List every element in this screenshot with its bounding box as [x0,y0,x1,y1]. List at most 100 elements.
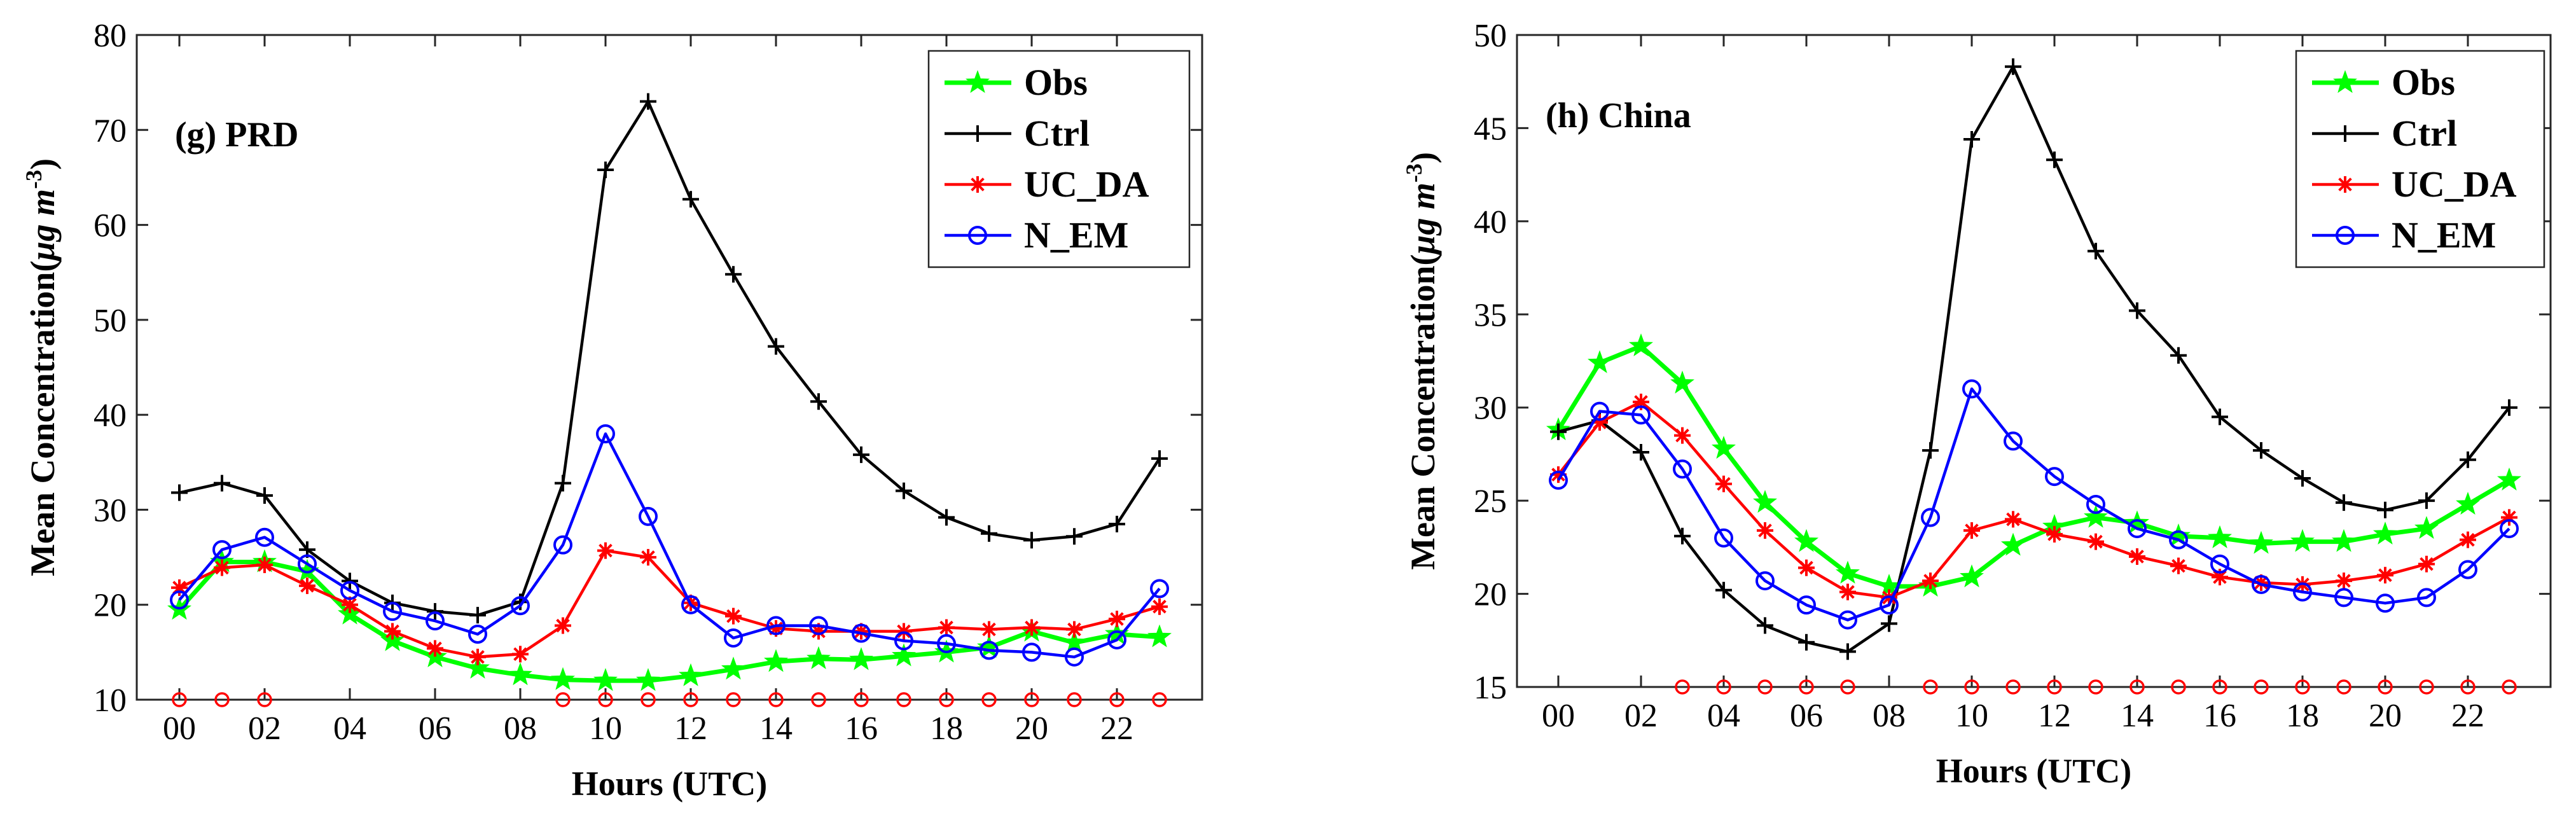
data-point-n-em [1590,401,1609,421]
data-point-obs [551,667,575,690]
data-point-uc-da [1839,583,1856,600]
x-tick-label: 14 [759,711,793,747]
data-point-n-em [639,506,658,526]
y-tick-label: 30 [1474,391,1507,427]
data-point-uc-da [1109,611,1125,628]
data-point-n-em [2128,519,2147,539]
y-tick-label: 50 [93,303,127,339]
y-tick-label: 45 [1474,111,1507,147]
data-point-n-em [1797,595,1816,615]
significance-marker [811,692,826,707]
x-tick-label: 00 [1542,698,1575,734]
legend-marker-n-em [968,226,987,245]
data-point-ctrl [2005,58,2021,75]
data-point-n-em [255,527,274,547]
data-point-uc-da [1922,572,1939,590]
legend: Obs Ctrl UC_DA N_EM [927,50,1191,268]
x-tick-label: 10 [1955,698,1988,734]
data-point-uc-da [725,607,742,625]
data-point-uc-da [597,542,614,559]
significance-marker [2254,679,2269,695]
legend-marker-obs [2333,70,2357,94]
data-point-uc-da [2460,531,2476,548]
data-point-obs [977,634,1001,658]
data-point-obs [1960,564,1984,588]
data-point-uc-da [256,557,273,574]
data-point-uc-da [1591,414,1608,431]
data-point-n-em [2169,530,2188,550]
data-point-ctrl [853,446,869,463]
legend-label-n-em: N_EM [1024,214,1128,256]
significance-marker [1964,679,1979,695]
legend: Obs Ctrl UC_DA N_EM [2295,50,2545,268]
data-point-uc-da [1798,559,1815,576]
x-tick-label: 12 [2038,698,2071,734]
significance-marker [896,692,911,707]
x-tick-label: 20 [1015,711,1048,747]
data-point-n-em [852,623,871,643]
y-tick-label: 80 [93,18,127,54]
data-point-uc-da [1633,393,1649,410]
x-tick-label: 16 [845,711,878,747]
data-point-obs [2001,532,2025,556]
y-tick-label: 35 [1474,297,1507,333]
significance-marker [2419,679,2434,695]
data-point-obs [636,668,660,691]
data-point-uc-da [2336,572,2352,590]
significance-marker [1109,692,1125,707]
significance-marker [2088,679,2103,695]
data-point-ctrl [1798,634,1815,651]
data-point-ctrl [1881,615,1897,632]
data-point-uc-da [768,620,784,637]
data-point-n-em [766,616,786,635]
series-line-n-em [1557,387,2510,621]
significance-marker [2129,679,2145,695]
data-point-n-em [1631,405,1651,425]
significance-marker [726,692,741,707]
series-line-obs [1556,343,2510,589]
data-point-n-em [1962,379,1981,399]
data-point-uc-da [1963,522,1980,539]
data-point-uc-da [2212,569,2228,586]
panel-label: (h) China [1546,96,1691,135]
data-point-n-em [894,631,913,651]
data-point-n-em [1838,610,1857,630]
data-point-ctrl [1633,444,1649,461]
data-point-n-em [2252,574,2271,594]
data-point-obs [593,668,618,691]
data-point-uc-da [469,648,486,665]
data-point-n-em [511,596,530,616]
data-point-obs [849,647,873,670]
data-point-ctrl [1023,532,1040,549]
data-point-obs [2249,530,2273,554]
data-point-n-em [980,641,999,660]
y-tick-label: 30 [93,492,127,529]
data-point-n-em [2086,495,2105,514]
data-point-n-em [2500,519,2519,539]
data-point-ctrl [2170,347,2187,364]
data-point-n-em [2417,588,2436,607]
x-tick-label: 10 [589,711,622,747]
data-point-ctrl [1963,131,1980,148]
data-point-n-em [2210,554,2229,574]
y-tick-label: 40 [93,398,127,434]
y-axis-label: Mean Concentration(μg m-3) [21,158,62,576]
data-point-ctrl [810,393,827,410]
data-point-n-em [2293,582,2312,602]
data-point-ctrl [2501,399,2517,416]
data-point-ctrl [1151,450,1168,467]
data-point-n-em [1107,630,1126,649]
data-point-n-em [809,616,828,635]
data-point-uc-da [1715,475,1732,492]
data-point-ctrl [1839,643,1856,660]
data-point-ctrl [1715,581,1732,599]
data-point-n-em [1673,459,1692,479]
data-point-uc-da [342,596,358,613]
data-point-ctrl [597,161,614,178]
significance-marker [1799,679,1814,695]
data-point-ctrl [2377,501,2393,518]
data-point-obs [892,643,916,667]
data-point-obs [1062,630,1086,653]
data-point-ctrl [2460,451,2476,468]
data-point-uc-da [981,621,997,638]
